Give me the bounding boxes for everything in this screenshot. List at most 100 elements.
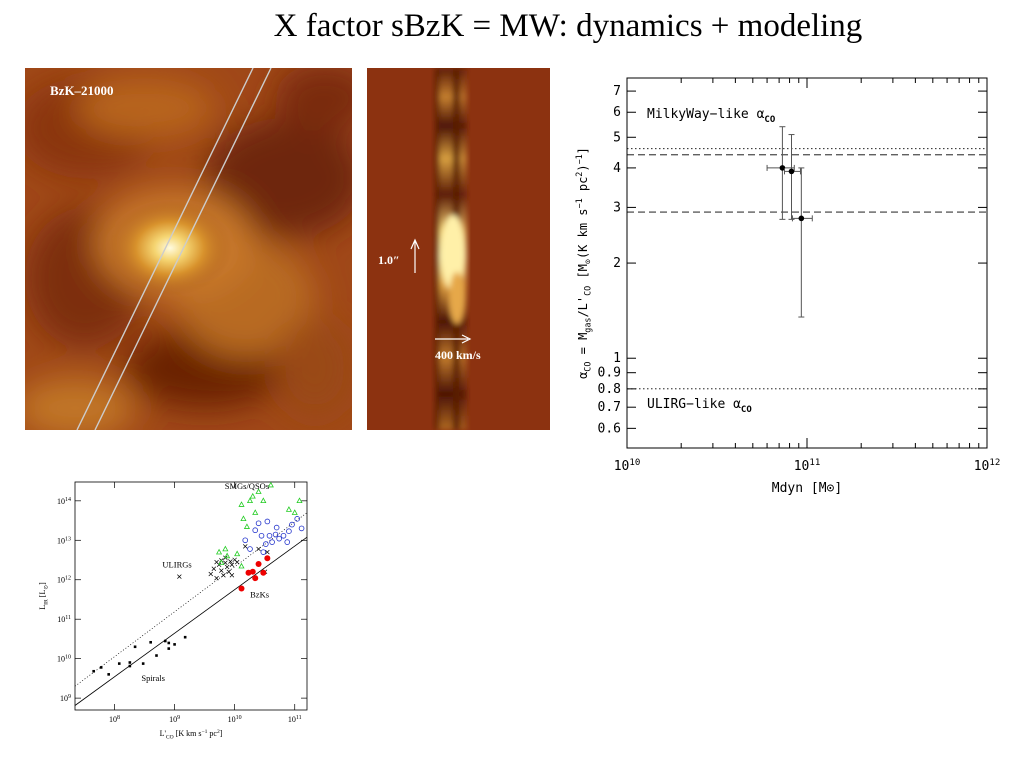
- smg-point: [294, 516, 301, 522]
- spiral-point: [133, 645, 137, 649]
- ulirg-point: [234, 559, 240, 565]
- ulirg-point: [256, 546, 261, 552]
- qso-point: [285, 506, 292, 512]
- qso-point: [234, 550, 241, 557]
- y-tick-label: 0.9: [598, 366, 621, 381]
- data-point: [779, 165, 786, 171]
- y-tick-label: 0.7: [598, 400, 621, 415]
- qso-point: [296, 497, 303, 504]
- smg-point: [286, 528, 292, 534]
- smg-point: [247, 546, 253, 552]
- y-tick-label: 4: [613, 161, 621, 176]
- spiral-point: [141, 662, 145, 665]
- lir-lco-chart: 108 109 1010 1011 109 1010 1011 1012 1013 1014 SMG…: [25, 472, 315, 740]
- y-tick-label: 1010: [57, 655, 71, 664]
- ulirg-point: [214, 559, 219, 565]
- y-tick-label: 2: [613, 256, 621, 271]
- solid-relation-line: [74, 536, 308, 706]
- qso-point: [246, 497, 254, 504]
- smg-point: [252, 527, 259, 534]
- spiral-point: [117, 662, 121, 665]
- y-tick-label: 109: [60, 694, 71, 703]
- x-tick-label: 1010: [228, 715, 242, 724]
- qso-point: [252, 509, 259, 515]
- spirals-label: Spirals: [141, 673, 165, 683]
- y-tick-label: 1: [613, 351, 621, 366]
- ulirg-annotation: ULIRG−like αCO: [647, 397, 752, 415]
- bzk-point: [252, 575, 259, 582]
- ulirg-point: [229, 562, 235, 567]
- spiral-point: [107, 673, 110, 676]
- smg-point: [242, 537, 249, 544]
- ulirg-point: [214, 575, 219, 581]
- smg-point: [276, 535, 282, 542]
- lir-lco-chart-svg: 108 109 1010 1011 109 1010 1011 1012 1013 1014 SMG…: [38, 481, 308, 740]
- qso-point: [218, 559, 225, 565]
- smg-point: [263, 541, 269, 547]
- bzk-point: [249, 568, 256, 575]
- qso-point: [240, 515, 247, 522]
- smg-point: [255, 520, 262, 527]
- spiral-point: [183, 635, 187, 639]
- smg-point: [289, 521, 295, 528]
- x-axis-label: Mdyn [M⊙]: [772, 481, 842, 496]
- qso-point: [238, 562, 245, 569]
- bzk-21000-label: BzK–21000: [50, 83, 114, 98]
- qso-point: [255, 488, 262, 494]
- y-tick-label: 1012: [57, 576, 71, 585]
- ulirg-point: [221, 573, 226, 578]
- bzk-point: [264, 555, 271, 562]
- y-tick-label: 0.8: [598, 382, 621, 397]
- spiral-point: [163, 639, 167, 643]
- ulirg-point: [265, 549, 270, 555]
- spiral-point: [167, 647, 171, 650]
- smg-point: [264, 518, 271, 525]
- bzk-21000-image: BzK–21000: [15, 63, 375, 438]
- qso-point: [249, 492, 256, 499]
- alpha-co-chart: 0.6 0.7 0.8 0.9 1 2 3 4 5 6 7 1010 1011 1012 MilkyWay−…: [565, 70, 1024, 510]
- smg-point: [269, 539, 275, 545]
- spiral-point: [173, 643, 176, 646]
- plot-frame: [626, 77, 988, 449]
- ulirg-point: [242, 544, 248, 549]
- bzk-point: [238, 585, 245, 592]
- ulirg-point: [211, 566, 217, 571]
- smg-point: [258, 532, 265, 539]
- milkyway-annotation: MilkyWay−like αCO: [647, 107, 776, 125]
- smg-point: [284, 539, 291, 545]
- ulirg-point: [224, 564, 230, 570]
- spiral-point: [128, 664, 132, 668]
- x-tick-label: 109: [169, 715, 180, 724]
- pv-diagram-image: 1.0″ 400 km/s: [367, 68, 550, 430]
- qso-point: [243, 523, 250, 529]
- qso-point: [291, 509, 298, 515]
- ulirg-point: [177, 574, 182, 579]
- slide-title: X factor sBzK = MW: dynamics + modeling: [273, 8, 863, 44]
- x-tick-label: 1012: [974, 458, 1001, 474]
- x-axis-label: L'CO [K km s−1 pc2]: [160, 729, 223, 740]
- y-tick-label: 7: [613, 84, 621, 99]
- qso-point: [224, 552, 231, 559]
- pv-diagram: [367, 68, 550, 430]
- smg-point: [272, 531, 279, 538]
- x-tick-label: 1011: [288, 715, 302, 724]
- y-axis-label: αCO = Mgas/L'CO [M⊙(K km s−1 pc2)−1]: [574, 147, 592, 379]
- smg-point: [260, 549, 267, 555]
- velocity-scale-label: 400 km/s: [435, 348, 481, 362]
- data-point: [798, 215, 805, 222]
- qso-point: [238, 501, 245, 507]
- ulirg-point: [208, 571, 214, 577]
- ulirgs-label: ULIRGs: [162, 560, 191, 570]
- spiral-point: [149, 640, 152, 644]
- bzk-point: [260, 569, 267, 576]
- y-tick-label: 3: [613, 200, 621, 215]
- ulirg-point: [228, 559, 233, 564]
- qso-point: [222, 545, 229, 552]
- dotted-relation-line: [74, 512, 308, 687]
- plot-frame: [74, 481, 308, 711]
- x-tick-label: 1010: [614, 458, 641, 474]
- alpha-co-chart-svg: 0.6 0.7 0.80.91 2 3 4 5 6 7 1010 1011 1012 MilkyWay−…: [574, 77, 1001, 496]
- ulirg-point: [229, 573, 235, 578]
- bzks-label: BzKs: [250, 589, 269, 599]
- angular-scale-label: 1.0″: [378, 253, 400, 267]
